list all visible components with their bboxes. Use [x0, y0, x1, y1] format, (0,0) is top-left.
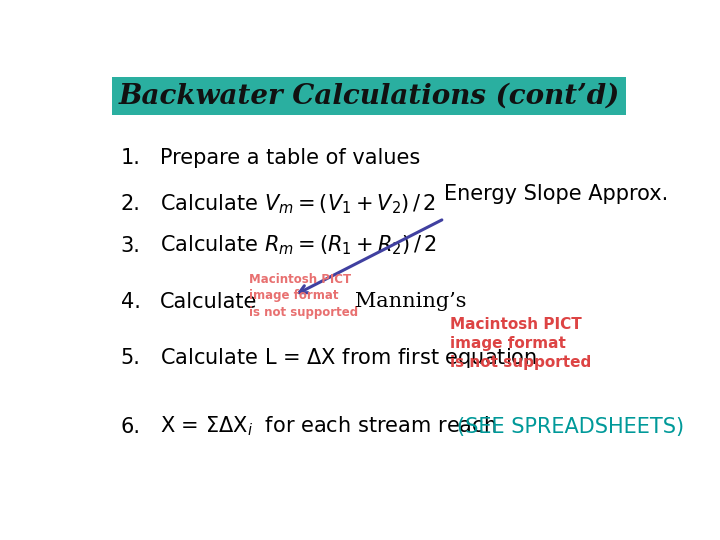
Text: Energy Slope Approx.: Energy Slope Approx.: [444, 184, 669, 204]
Text: 6.: 6.: [121, 416, 140, 436]
Text: 4.: 4.: [121, 292, 140, 312]
Text: Macintosh PICT
image format
is not supported: Macintosh PICT image format is not suppo…: [450, 316, 591, 370]
Text: Calculate: Calculate: [160, 292, 257, 312]
Text: Macintosh PICT
image format
is not supported: Macintosh PICT image format is not suppo…: [249, 273, 358, 319]
Text: Calculate L = $\Delta$X from first equation: Calculate L = $\Delta$X from first equat…: [160, 346, 537, 370]
Text: 2.: 2.: [121, 194, 140, 214]
Text: 5.: 5.: [121, 348, 140, 368]
Text: Prepare a table of values: Prepare a table of values: [160, 148, 420, 168]
Text: 1.: 1.: [121, 148, 140, 168]
Text: 3.: 3.: [121, 235, 140, 255]
Text: Calculate $R_m = (R_1 + R_2)\,/\,2$: Calculate $R_m = (R_1 + R_2)\,/\,2$: [160, 234, 436, 258]
Text: X = $\Sigma\Delta$X$_i$  for each stream reach: X = $\Sigma\Delta$X$_i$ for each stream …: [160, 415, 505, 438]
Text: Backwater Calculations (cont’d): Backwater Calculations (cont’d): [118, 83, 620, 110]
Text: Manning’s: Manning’s: [355, 292, 467, 311]
Text: Calculate $V_m = (V_1 + V_2)\,/\,2$: Calculate $V_m = (V_1 + V_2)\,/\,2$: [160, 192, 436, 216]
FancyBboxPatch shape: [112, 77, 626, 114]
Text: (SEE SPREADSHEETS): (SEE SPREADSHEETS): [457, 416, 684, 436]
